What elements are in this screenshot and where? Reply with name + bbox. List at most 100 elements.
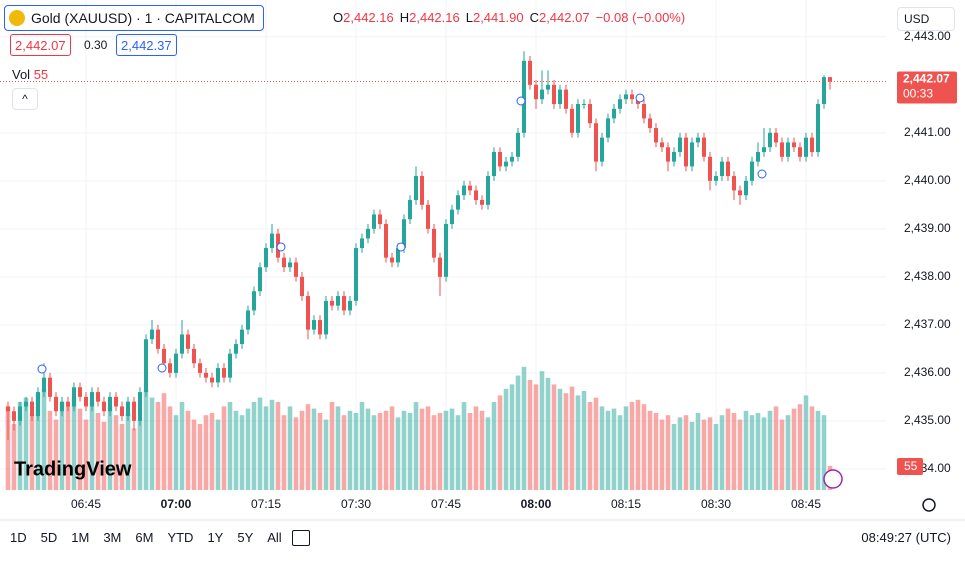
range-button[interactable]: 3M — [103, 530, 122, 545]
volume-bar — [257, 397, 263, 490]
volume-bar — [35, 393, 41, 490]
candle-body — [24, 401, 28, 407]
range-button[interactable]: 1M — [71, 530, 90, 545]
volume-bar — [737, 419, 743, 490]
volume-bar — [29, 415, 35, 490]
volume-bar — [269, 399, 275, 490]
candle-body — [516, 132, 520, 157]
candle-body — [624, 94, 628, 100]
candle-body — [252, 291, 256, 311]
volume-bar — [635, 399, 641, 490]
volume-bar — [239, 415, 245, 490]
volume-bar — [695, 413, 701, 490]
volume-bar — [281, 415, 287, 490]
volume-tag — [897, 458, 923, 475]
candle-body — [66, 401, 70, 407]
candle-body — [648, 118, 652, 129]
volume-bar — [527, 380, 533, 490]
candle-body — [6, 406, 10, 412]
volume-bar — [77, 408, 83, 490]
candle-body — [150, 329, 154, 340]
candle-body — [96, 392, 100, 402]
candle-body — [84, 396, 88, 407]
volume-bar — [581, 391, 587, 490]
volume-bar — [449, 408, 455, 490]
candle-body — [240, 329, 244, 345]
price-tag-label: 2,442.07 — [903, 72, 950, 86]
candle-body — [666, 147, 670, 162]
event-marker[interactable] — [757, 169, 767, 179]
y-tick-label: 2,435.00 — [904, 413, 951, 427]
candle-body — [42, 377, 46, 393]
range-button[interactable]: 1D — [10, 530, 27, 545]
candle-body — [318, 320, 322, 335]
x-tick-label: 08:15 — [611, 497, 641, 511]
candle-body — [90, 392, 94, 407]
candle-body — [522, 60, 526, 133]
candle-body — [264, 248, 268, 268]
volume-bar — [23, 397, 29, 490]
range-button[interactable]: 1Y — [207, 530, 224, 545]
volume-bar — [131, 428, 137, 490]
candle-body — [564, 89, 568, 109]
volume-bar — [809, 406, 815, 490]
volume-bar — [401, 410, 407, 490]
volume-bar — [167, 406, 173, 490]
candle-body — [36, 392, 40, 417]
candle-body — [396, 248, 400, 263]
y-tick-label: 2,443.00 — [904, 29, 951, 43]
currency-button[interactable]: USD — [897, 7, 955, 31]
event-marker[interactable] — [396, 242, 406, 252]
bid-button[interactable]: 2,442.07 — [10, 34, 71, 56]
candle-body — [642, 104, 646, 119]
event-marker[interactable] — [516, 96, 526, 106]
range-button[interactable]: YTD — [167, 530, 194, 545]
event-marker[interactable] — [635, 93, 645, 103]
calendar-icon[interactable] — [292, 530, 310, 546]
candle-body — [216, 368, 220, 383]
volume-bar — [179, 402, 185, 490]
collapse-button[interactable]: ^ — [12, 88, 38, 110]
candle-body — [750, 161, 754, 181]
ask-button[interactable]: 2,442.37 — [116, 34, 177, 56]
candle-body — [12, 411, 16, 421]
volume-legend: Vol 55 — [12, 67, 48, 82]
volume-bar — [251, 402, 257, 490]
volume-bar — [203, 415, 209, 490]
candle-body — [420, 176, 424, 205]
event-marker[interactable] — [276, 242, 286, 252]
candle-body — [498, 152, 502, 167]
volume-bar — [11, 424, 17, 490]
volume-bar — [389, 406, 395, 490]
candle-body — [330, 300, 334, 306]
candle-body — [546, 84, 550, 90]
volume-bar — [683, 415, 689, 490]
volume-bar — [185, 410, 191, 490]
volume-bar — [497, 395, 503, 490]
symbol-title[interactable]: Gold (XAUUSD) · 1 · CAPITALCOM — [4, 5, 264, 31]
event-marker[interactable] — [157, 363, 167, 373]
volume-bar — [149, 397, 155, 490]
candle-body — [414, 176, 418, 201]
volume-bar — [467, 413, 473, 490]
candle-body — [474, 190, 478, 201]
settings-icon[interactable] — [922, 498, 936, 512]
volume-bar — [293, 417, 299, 490]
range-button[interactable]: 5Y — [237, 530, 254, 545]
candle-body — [102, 401, 106, 412]
x-tick-label: 07:15 — [251, 497, 281, 511]
range-button[interactable]: All — [267, 530, 282, 545]
candle-body — [324, 300, 328, 335]
candle-body — [54, 396, 58, 412]
countdown: 00:33 — [903, 87, 933, 101]
alert-icon[interactable] — [823, 469, 843, 489]
volume-bar — [311, 408, 317, 490]
volume-bar — [653, 413, 659, 490]
volume-tag-label: 55 — [904, 459, 918, 473]
candle-body — [540, 89, 544, 100]
range-button[interactable]: 6M — [135, 530, 154, 545]
candle-body — [126, 401, 130, 417]
event-marker[interactable] — [37, 364, 47, 374]
volume-bar — [5, 406, 11, 490]
range-button[interactable]: 5D — [40, 530, 58, 545]
